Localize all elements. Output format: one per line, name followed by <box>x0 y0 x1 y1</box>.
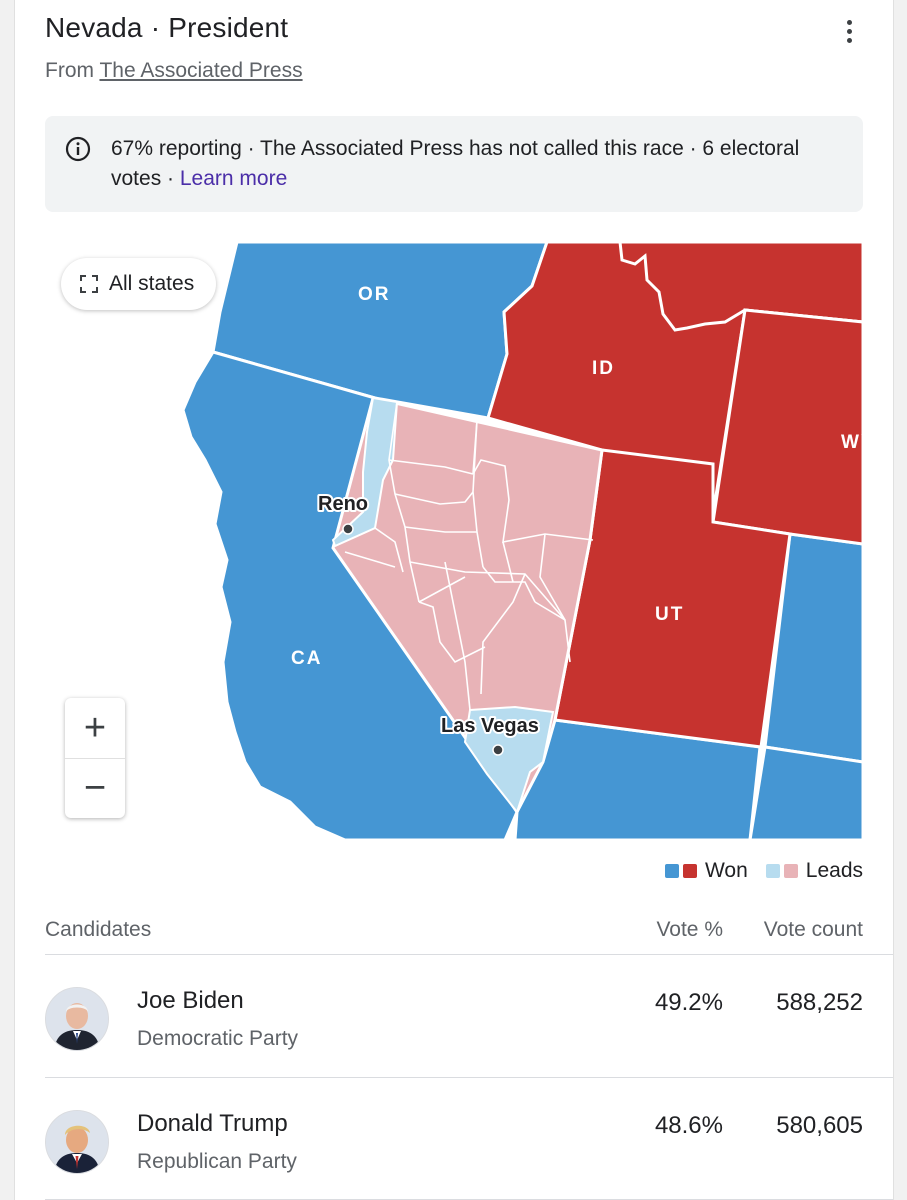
header-vote-count: Vote count <box>763 918 863 941</box>
state-nv <box>331 396 604 815</box>
legend-leads-label: Leads <box>805 859 863 882</box>
page-title: Nevada · President <box>45 12 289 43</box>
city-las-vegas: Las Vegas <box>441 715 539 737</box>
map-canvas[interactable]: OR ID WY UT CA Reno Las Vegas <box>45 242 863 840</box>
divider <box>45 1077 893 1078</box>
label-ut: UT <box>655 604 684 625</box>
learn-more-link[interactable]: Learn more <box>179 167 288 190</box>
header-vote-pct: Vote % <box>656 918 723 941</box>
header-candidates: Candidates <box>45 918 152 941</box>
more-options-button[interactable] <box>837 14 861 48</box>
reporting-info-box: 67% reporting · The Associated Press has… <box>45 116 863 212</box>
source-prefix: From <box>45 59 94 82</box>
map-legend: Won Leads <box>664 859 863 883</box>
divider <box>45 954 893 955</box>
zoom-controls: + − <box>65 698 125 818</box>
legend-swatch-dem-won <box>664 864 679 878</box>
election-results-card: Nevada · President From The Associated P… <box>14 0 894 1200</box>
las-vegas-marker[interactable] <box>492 744 504 756</box>
candidate-name: Donald Trump <box>137 1110 288 1137</box>
legend-swatch-dem-leads <box>765 864 780 878</box>
label-id: ID <box>592 358 615 379</box>
table-row[interactable]: Joe Biden Democratic Party 49.2% 588,252 <box>45 955 863 1075</box>
vote-count: 580,605 <box>776 1112 863 1139</box>
reno-marker[interactable] <box>342 523 354 535</box>
all-states-button[interactable]: All states <box>61 258 217 310</box>
source-link[interactable]: The Associated Press <box>99 59 303 82</box>
zoom-in-button[interactable]: + <box>65 698 125 759</box>
vote-percent: 48.6% <box>654 1112 723 1139</box>
avatar <box>45 1110 109 1174</box>
state-nm <box>748 745 863 840</box>
reporting-status: 67% reporting · The Associated Press has… <box>111 137 800 190</box>
state-mt-border <box>618 242 863 332</box>
table-row[interactable]: Donald Trump Republican Party 48.6% 580,… <box>45 1078 863 1198</box>
city-reno: Reno <box>318 493 368 515</box>
avatar <box>45 987 109 1051</box>
more-vert-icon <box>846 19 852 25</box>
label-ca: CA <box>291 648 322 669</box>
info-icon <box>65 136 91 162</box>
state-wy <box>711 308 863 546</box>
legend-swatch-rep-leads <box>783 864 798 878</box>
candidate-party: Republican Party <box>137 1150 297 1173</box>
results-table-header: Candidates Vote % Vote count <box>45 918 863 954</box>
legend-swatch-rep-won <box>682 864 697 878</box>
county-lines <box>344 401 594 711</box>
expand-icon <box>80 275 98 293</box>
vote-count: 588,252 <box>776 989 863 1016</box>
label-or: OR <box>358 284 391 305</box>
legend-won-label: Won <box>704 859 748 882</box>
results-map[interactable]: OR ID WY UT CA Reno Las Vegas All states <box>45 242 863 840</box>
county-washoe <box>331 396 399 548</box>
candidate-name: Joe Biden <box>137 987 244 1014</box>
all-states-label: All states <box>109 272 195 295</box>
label-wy: WY <box>841 432 863 453</box>
vote-percent: 49.2% <box>654 989 723 1016</box>
candidate-party: Democratic Party <box>137 1027 299 1050</box>
county-clark <box>463 705 555 815</box>
state-ca <box>181 350 519 840</box>
zoom-out-button[interactable]: − <box>83 766 107 809</box>
source-line: From The Associated Press <box>45 59 303 83</box>
reporting-info-text: 67% reporting · The Associated Press has… <box>111 134 831 194</box>
